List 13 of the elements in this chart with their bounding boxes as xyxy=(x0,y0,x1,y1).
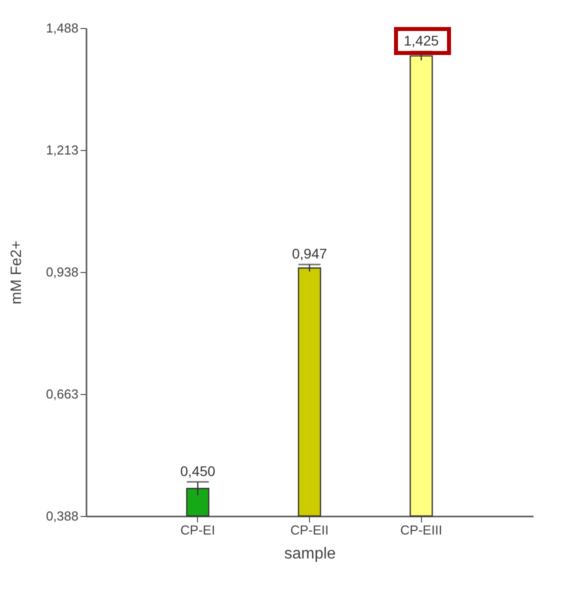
y-tick-label: 1,213 xyxy=(46,142,78,158)
x-tick-label: CP-EIII xyxy=(400,522,442,538)
x-axis-title: sample xyxy=(284,546,336,562)
x-tick-label: CP-EI xyxy=(180,522,216,538)
y-tick-label: 1,488 xyxy=(46,20,78,36)
y-tick-label: 0,938 xyxy=(46,264,78,280)
y-axis-title: mM Fe2+ xyxy=(8,240,25,304)
data-label: 0,450 xyxy=(180,462,216,479)
data-label: 1,425 xyxy=(404,32,439,49)
y-tick-label: 0,388 xyxy=(46,508,78,524)
data-label: 0,947 xyxy=(292,245,328,262)
y-tick-label: 0,663 xyxy=(46,386,78,402)
x-tick-label: CP-EII xyxy=(290,522,329,538)
